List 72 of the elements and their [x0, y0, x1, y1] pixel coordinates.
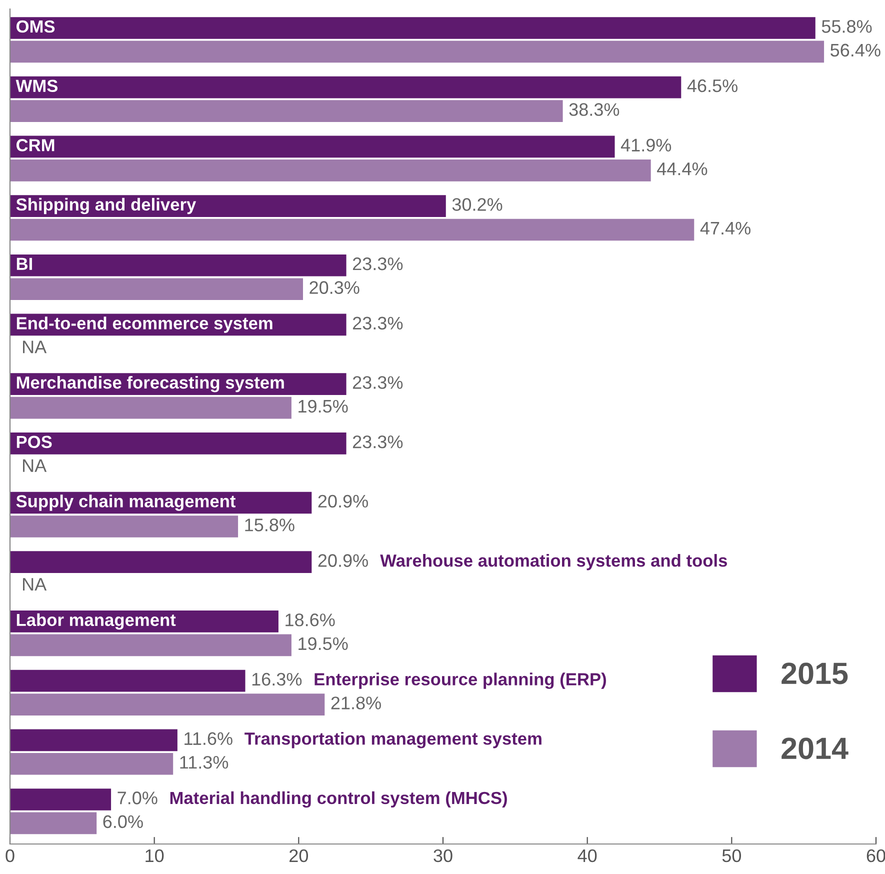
data-label: 11.6% [184, 732, 232, 745]
data-label: 21.8% [331, 696, 381, 710]
y-tick-label: WMS [16, 80, 58, 92]
y-tick-label: Merchandise forecasting system [16, 376, 284, 392]
y-tick-label: Material handling control system (MHCS) [170, 791, 507, 808]
y-tick-label: Labor management [16, 613, 176, 630]
bar [10, 729, 178, 752]
legend-label: 2015 [782, 662, 848, 684]
data-label: 44.4% [657, 162, 708, 176]
data-label: 23.3% [352, 376, 403, 389]
bar [10, 195, 446, 217]
data-label: 56.4% [830, 44, 880, 57]
y-tick-label: Warehouse automation systems and tools [380, 554, 727, 570]
y-tick-label: POS [16, 436, 52, 448]
data-label: 20.9% [318, 494, 368, 508]
bar [10, 670, 246, 692]
bar [10, 17, 816, 39]
y-tick-label: OMS [16, 20, 55, 33]
data-label: 38.3% [569, 103, 620, 116]
data-label: 23.3% [352, 435, 403, 448]
data-label: 55.8% [822, 20, 872, 33]
data-label: 23.3% [352, 257, 403, 270]
bar [10, 694, 325, 716]
bar [10, 812, 97, 834]
data-label: 46.5% [687, 79, 738, 92]
bar [10, 516, 238, 538]
x-tick-label: 30 [434, 849, 452, 862]
data-label: 18.6% [286, 614, 335, 626]
data-label: 23.3% [352, 316, 403, 330]
data-label: 20.9% [318, 554, 368, 567]
x-tick-label: 20 [290, 849, 308, 862]
bar [10, 752, 174, 775]
data-label: 15.8% [245, 518, 294, 532]
y-tick-label: Transportation management system [244, 732, 542, 748]
data-label: 6.0% [103, 815, 143, 828]
bar [10, 136, 615, 158]
x-tick-label: 0 [6, 849, 14, 862]
text: NA [23, 340, 47, 354]
bar [10, 254, 346, 276]
text: NA [23, 578, 47, 591]
y-tick-label: Enterprise resource planning (ERP) [314, 672, 606, 689]
data-label: 19.5% [298, 637, 348, 650]
text: NA [23, 459, 47, 472]
bar [10, 218, 694, 241]
y-tick-label: BI [16, 258, 32, 270]
bar [10, 160, 651, 182]
y-tick-label: End-to-end ecommerce system [16, 316, 272, 333]
y-tick-label: Supply chain management [16, 494, 236, 511]
bar [10, 396, 292, 419]
data-label: 19.5% [298, 400, 348, 413]
legend-label: 2014 [782, 738, 848, 760]
data-label: 20.3% [310, 281, 360, 294]
data-label: 16.3% [252, 672, 302, 686]
y-tick-label: CRM [16, 139, 54, 152]
bar [10, 40, 824, 63]
x-tick-label: 10 [146, 849, 164, 862]
bar [10, 100, 563, 122]
x-tick-label: 40 [578, 849, 597, 862]
data-label: 11.3% [180, 756, 228, 769]
data-label: 7.0% [118, 792, 158, 804]
bar [10, 432, 346, 454]
data-label: 41.9% [620, 138, 672, 152]
data-label: 30.2% [452, 198, 502, 211]
x-tick-label: 50 [722, 849, 742, 862]
y-tick-label: Shipping and delivery [16, 198, 196, 214]
bar [10, 788, 112, 810]
bar [10, 76, 682, 98]
data-label: 47.4% [700, 222, 750, 235]
bar [10, 634, 292, 656]
x-tick-label: 60 [866, 849, 885, 862]
bar [10, 278, 303, 300]
bar [10, 551, 312, 574]
